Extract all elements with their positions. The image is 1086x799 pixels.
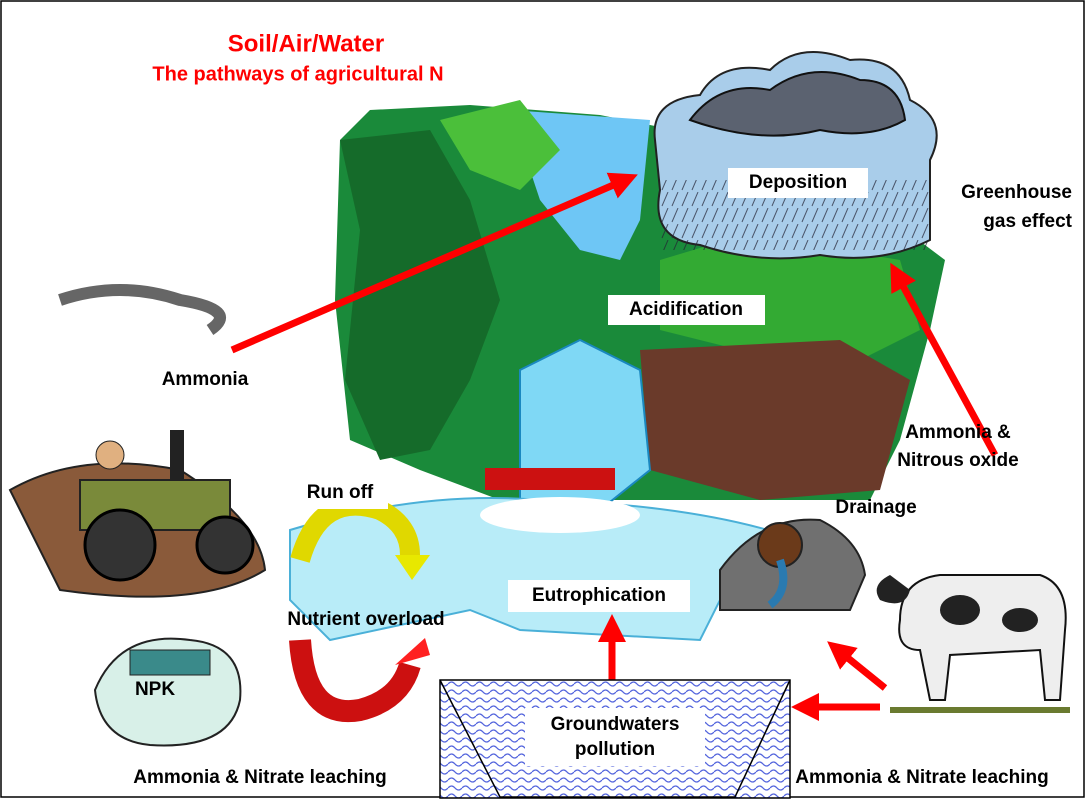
label: Drainage	[835, 497, 916, 518]
label: Ammonia & Nitrate leaching	[795, 767, 1048, 788]
label: Eutrophication	[532, 585, 666, 606]
label: pollution	[575, 739, 655, 760]
label: Nutrient overload	[287, 609, 444, 630]
label: Ammonia &	[905, 422, 1011, 443]
label: Acidification	[629, 299, 743, 320]
subtitle: The pathways of agricultural N	[152, 63, 443, 85]
label: Ammonia	[162, 369, 249, 390]
label: Deposition	[749, 172, 847, 193]
label: Greenhouse	[961, 182, 1072, 203]
label: Ammonia & Nitrate leaching	[133, 767, 386, 788]
label: Run off	[307, 482, 374, 503]
label: gas effect	[983, 211, 1072, 232]
diagram: Soil/Air/Water The pathways of agricultu…	[0, 0, 1086, 799]
label: Nitrous oxide	[897, 450, 1018, 471]
label: Groundwaters	[551, 714, 680, 735]
title: Soil/Air/Water	[228, 30, 384, 57]
label: NPK	[135, 679, 175, 700]
